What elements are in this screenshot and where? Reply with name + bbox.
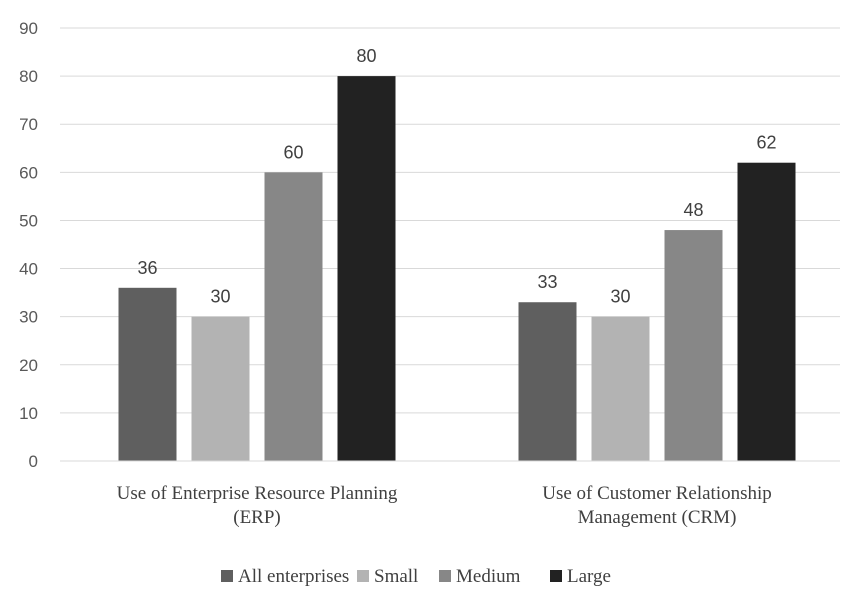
data-label: 30 [210, 287, 230, 307]
legend-label: Small [374, 566, 418, 587]
data-labels: 36 30 60 80 33 30 48 62 [137, 46, 776, 307]
bar [191, 316, 250, 461]
y-axis-ticks: 0 10 20 30 40 50 60 70 80 90 [19, 19, 38, 471]
legend-swatch [550, 570, 562, 582]
bar [337, 76, 396, 461]
legend-swatch [439, 570, 451, 582]
data-label: 80 [356, 46, 376, 66]
y-tick-label: 50 [19, 211, 38, 230]
data-label: 33 [537, 272, 557, 292]
y-tick-label: 10 [19, 404, 38, 423]
bar [118, 287, 177, 461]
bar [591, 316, 650, 461]
data-label: 60 [283, 142, 303, 162]
bar [737, 162, 796, 461]
y-tick-label: 40 [19, 260, 38, 279]
bar [664, 230, 723, 461]
data-label: 62 [756, 133, 776, 153]
y-tick-label: 20 [19, 356, 38, 375]
bars [118, 76, 796, 462]
category-label: Management (CRM) [578, 507, 737, 528]
legend-swatch [221, 570, 233, 582]
y-tick-label: 60 [19, 163, 38, 182]
y-tick-label: 80 [19, 67, 38, 86]
legend-swatch [357, 570, 369, 582]
bar [264, 172, 323, 462]
gridlines [60, 27, 840, 414]
legend-label: Medium [456, 566, 521, 587]
category-labels: Use of Enterprise Resource Planning (ERP)… [117, 483, 772, 528]
legend: All enterprises Small Medium Large [221, 566, 611, 587]
category-label: Use of Enterprise Resource Planning [117, 483, 398, 504]
category-label: (ERP) [233, 507, 281, 528]
category-label: Use of Customer Relationship [542, 483, 772, 504]
y-tick-label: 30 [19, 308, 38, 327]
data-label: 48 [683, 200, 703, 220]
y-tick-label: 70 [19, 115, 38, 134]
legend-label: Large [567, 566, 611, 587]
y-tick-label: 0 [29, 452, 38, 471]
y-tick-label: 90 [19, 19, 38, 38]
data-label: 30 [610, 287, 630, 307]
data-label: 36 [137, 258, 157, 278]
bar [518, 302, 577, 461]
legend-label: All enterprises [238, 566, 349, 587]
